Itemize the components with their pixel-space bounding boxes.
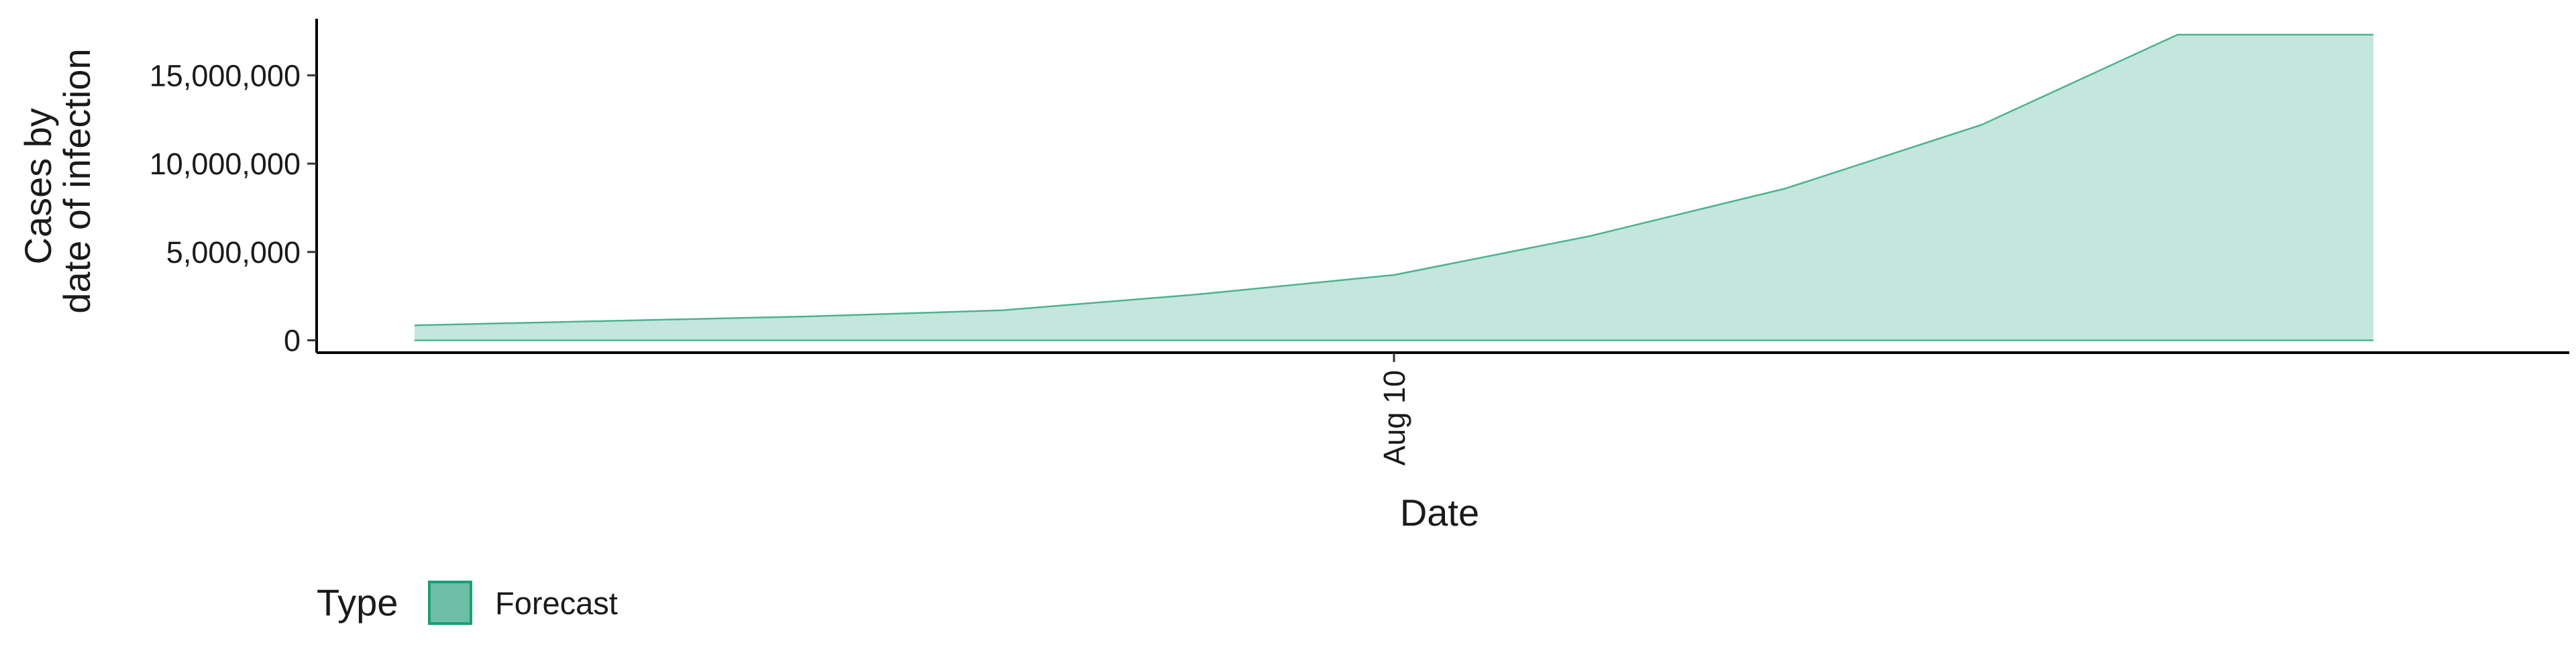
y-tick-label-1: 5,000,000 (166, 235, 301, 270)
y-tick-label-0: 0 (284, 324, 301, 358)
y-axis-title: Cases by date of infection (17, 48, 98, 313)
y-tick-label-2: 10,000,000 (150, 147, 301, 181)
y-axis-title-line-1: Cases by (17, 108, 59, 264)
legend-label-forecast: Forecast (495, 585, 618, 621)
y-axis-title-line-2: date of infection (56, 48, 98, 313)
y-tick-label-3: 15,000,000 (150, 58, 301, 93)
legend-title: Type (317, 581, 398, 624)
legend: Type Forecast (317, 581, 618, 624)
plot-area (415, 35, 2373, 341)
x-tick-label-0: Aug 10 (1377, 370, 1411, 466)
legend-key-forecast (429, 582, 471, 624)
x-axis-title: Date (1400, 491, 1479, 534)
